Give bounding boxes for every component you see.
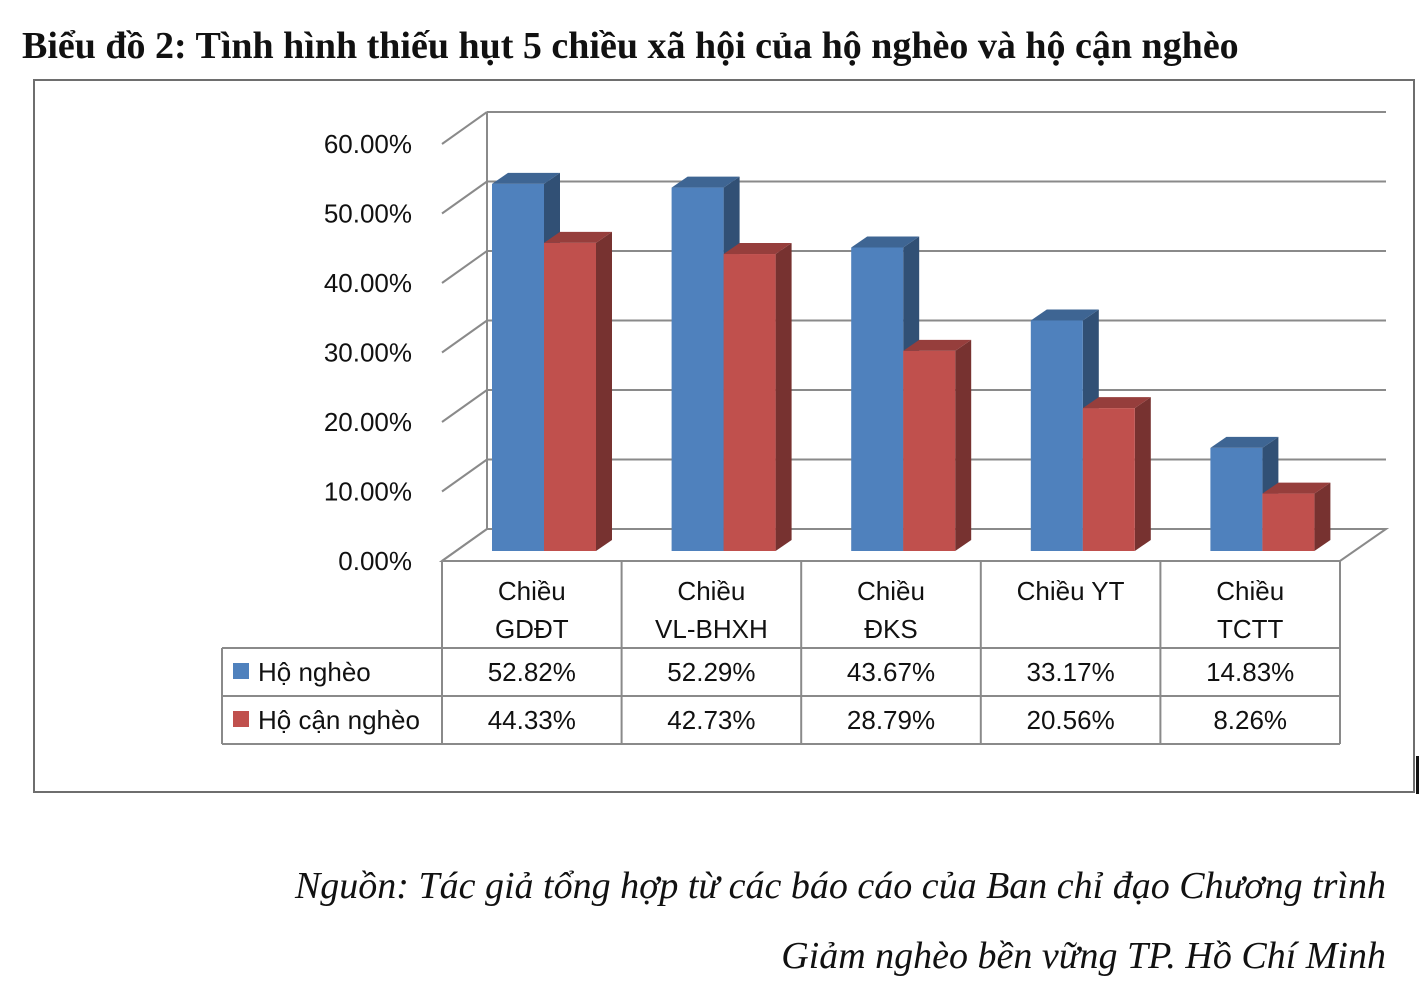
bar <box>1262 493 1315 551</box>
bar <box>492 183 544 551</box>
category-label: Chiều YT <box>1017 576 1125 606</box>
category-label: Chiều <box>498 576 566 606</box>
data-value: 20.56% <box>1027 705 1115 735</box>
data-value: 28.79% <box>847 705 935 735</box>
gridline-side <box>441 111 488 145</box>
bar-side <box>1314 482 1331 551</box>
y-tick-label: 0.00% <box>338 546 412 576</box>
bar-top <box>1210 436 1279 448</box>
data-value: 52.29% <box>667 657 755 687</box>
gridline-side <box>441 389 488 423</box>
y-tick-label: 10.00% <box>324 477 412 507</box>
data-table: Chiều GDĐT Chiều VL-BHXH Chiều ĐKS Chiều YT Chi… <box>221 561 1341 745</box>
chart-frame <box>33 79 1415 793</box>
y-tick-label: 20.00% <box>324 407 412 437</box>
category-label: Chiều <box>857 576 925 606</box>
y-tick-label: 40.00% <box>324 268 412 298</box>
bar <box>544 242 596 551</box>
gridline-side <box>441 319 488 354</box>
source-line-1: Nguồn: Tác giả tổng hợp từ các báo cáo c… <box>294 865 1386 907</box>
category-label: ĐKS <box>864 614 917 644</box>
edge-mark <box>1416 756 1419 794</box>
bar-chart: 0.00% 10.00% 20.00% 30.00% 40.00% 50.00% 60.00… <box>221 111 1390 745</box>
bar-side <box>596 231 612 551</box>
data-value: 52.82% <box>488 657 576 687</box>
bar-side <box>775 243 792 552</box>
legend-entry: Hộ cận nghèo <box>258 705 420 735</box>
gridline-side <box>441 180 488 215</box>
bar <box>723 254 776 552</box>
y-tick-label: 60.00% <box>324 129 412 159</box>
bar <box>1210 447 1263 551</box>
bar-side <box>955 339 972 551</box>
bar-top <box>723 243 792 255</box>
bar <box>671 187 724 551</box>
legend-swatch <box>233 711 249 727</box>
data-value: 33.17% <box>1027 657 1115 687</box>
data-value: 42.73% <box>667 705 755 735</box>
data-value: 44.33% <box>488 705 576 735</box>
axis-layer: 0.00% 10.00% 20.00% 30.00% 40.00% 50.00% 60.00… <box>324 129 412 576</box>
category-label: Chiều <box>1216 576 1284 606</box>
data-value: 43.67% <box>847 657 935 687</box>
bar-top <box>671 176 740 188</box>
bar-side <box>1134 397 1151 551</box>
source-line-2: Giảm nghèo bền vững TP. Hồ Chí Minh <box>781 935 1386 977</box>
bar-top <box>544 231 612 243</box>
category-label: GDĐT <box>495 614 569 644</box>
data-value: 8.26% <box>1213 705 1287 735</box>
gridline-side <box>441 458 488 493</box>
category-label: TCTT <box>1217 614 1284 644</box>
y-tick-label: 50.00% <box>324 199 412 229</box>
category-label: Chiều <box>677 576 745 606</box>
bar <box>1082 408 1135 551</box>
legend-swatch <box>233 663 249 679</box>
bar-layer <box>492 172 1331 552</box>
data-value: 14.83% <box>1206 657 1294 687</box>
bar-top <box>492 172 560 184</box>
bar-top <box>1082 397 1151 409</box>
bar <box>1030 320 1083 551</box>
gridline-side <box>441 250 488 284</box>
y-tick-label: 30.00% <box>324 338 412 368</box>
bar <box>851 247 904 551</box>
bar-top <box>1262 482 1331 494</box>
legend-entry: Hộ nghèo <box>258 657 371 687</box>
category-label: VL-BHXH <box>655 614 768 644</box>
bar-top <box>903 339 972 351</box>
bar-top <box>851 236 920 248</box>
bar-top <box>1030 309 1099 321</box>
chart-title: Biểu đồ 2: Tình hình thiếu hụt 5 chiều x… <box>22 25 1239 67</box>
bar <box>903 350 956 551</box>
